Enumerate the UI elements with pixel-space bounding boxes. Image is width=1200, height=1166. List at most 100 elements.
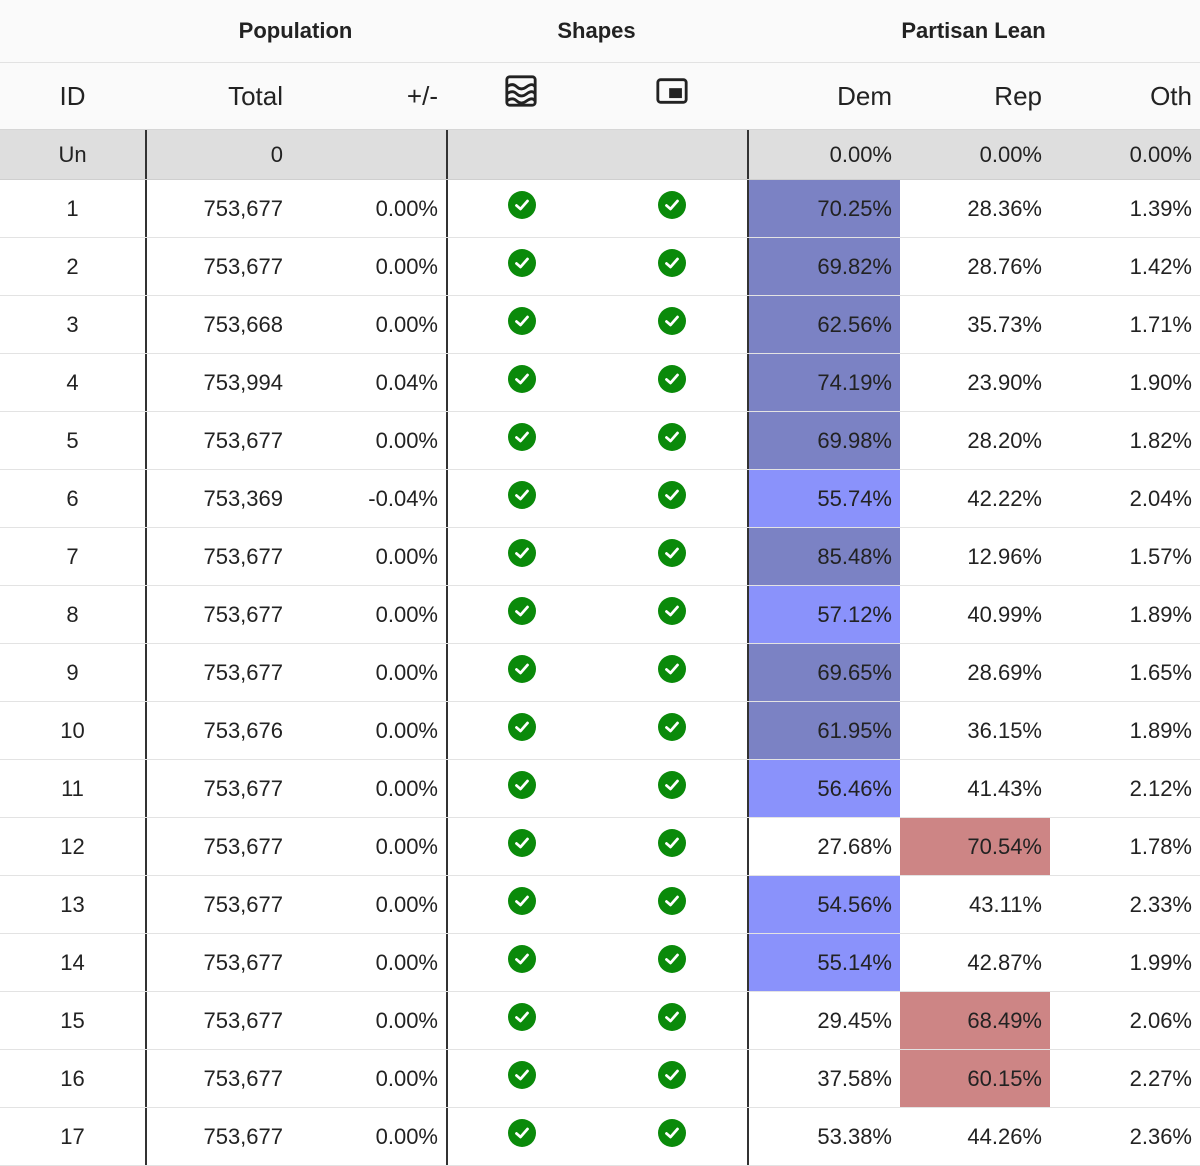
cell-id: 12 [60,833,85,859]
cell-rep: 68.49% [900,992,1050,1049]
table-row[interactable]: 9 753,677 0.00% 69.65% 28.69% 1.65% [0,644,1200,702]
table-row[interactable]: 12 753,677 0.00% 27.68% 70.54% 1.78% [0,818,1200,876]
check-circle-icon [657,364,686,393]
cell-oth: 1.57% [1129,543,1192,569]
col-deviation[interactable]: +/- [406,80,438,111]
cell-id: 16 [60,1065,85,1091]
cell-total: 753,677 [145,760,291,817]
check-circle-icon [508,770,536,799]
check-circle-icon [508,1060,536,1089]
table-row[interactable]: 10 753,676 0.00% 61.95% 36.15% 1.89% [0,702,1200,760]
column-header-row: ID Total +/- Dem Rep Oth [0,63,1200,130]
cell-rep: 42.87% [967,949,1042,975]
cell-dem: 69.82% [747,238,900,295]
cell-id: 6 [66,485,79,511]
cell-id: Un [58,141,87,167]
cell-rep: 42.22% [967,485,1042,511]
cell-total: 753,677 [145,180,291,237]
table-row[interactable]: 5 753,677 0.00% 69.98% 28.20% 1.82% [0,412,1200,470]
table-row[interactable]: 16 753,677 0.00% 37.58% 60.15% 2.27% [0,1050,1200,1108]
cell-rep: 23.90% [967,369,1042,395]
table-row[interactable]: 7 753,677 0.00% 85.48% 12.96% 1.57% [0,528,1200,586]
cell-id: 13 [60,891,85,917]
cell-shape-b [596,586,747,643]
table-row[interactable]: 17 753,677 0.00% 53.38% 44.26% 2.36% [0,1108,1200,1166]
contiguity-icon[interactable] [596,63,747,119]
col-rep[interactable]: Rep [994,80,1042,111]
cell-total: 0 [145,130,291,179]
cell-dem: 61.95% [747,702,900,759]
check-circle-icon [657,1060,686,1089]
cell-total: 753,677 [145,412,291,469]
cell-rep: 60.15% [900,1050,1050,1107]
table-row[interactable]: 4 753,994 0.04% 74.19% 23.90% 1.90% [0,354,1200,412]
cell-total: 753,677 [145,992,291,1049]
cell-shape-a [446,296,596,353]
cell-id: 8 [66,601,79,627]
cell-rep: 70.54% [900,818,1050,875]
check-circle-icon [657,770,686,799]
table-row[interactable]: 11 753,677 0.00% 56.46% 41.43% 2.12% [0,760,1200,818]
table-row[interactable]: 1 753,677 0.00% 70.25% 28.36% 1.39% [0,180,1200,238]
cell-deviation: 0.04% [375,369,438,395]
cell-total: 753,677 [145,1050,291,1107]
cell-oth: 2.12% [1129,775,1192,801]
cell-id: 10 [60,717,85,743]
cell-deviation: 0.00% [375,601,438,627]
cell-shape-a [446,992,596,1049]
check-circle-icon [657,654,686,683]
cell-id: 15 [60,1007,85,1033]
cell-deviation: 0.00% [375,543,438,569]
table-row[interactable]: 3 753,668 0.00% 62.56% 35.73% 1.71% [0,296,1200,354]
col-dem[interactable]: Dem [837,80,892,111]
cell-total: 753,676 [145,702,291,759]
cell-rep: 28.69% [967,659,1042,685]
check-circle-icon [657,1118,686,1147]
cell-id: 9 [66,659,79,685]
cell-oth: 1.89% [1129,717,1192,743]
table-row[interactable]: 15 753,677 0.00% 29.45% 68.49% 2.06% [0,992,1200,1050]
cell-dem: 29.45% [747,992,900,1049]
table-row[interactable]: 2 753,677 0.00% 69.82% 28.76% 1.42% [0,238,1200,296]
cell-total: 753,668 [145,296,291,353]
col-id[interactable]: ID [59,80,86,111]
cell-id: 1 [66,195,79,221]
cell-shape-b [596,130,747,179]
table-row[interactable]: 6 753,369 -0.04% 55.74% 42.22% 2.04% [0,470,1200,528]
cell-deviation: 0.00% [375,427,438,453]
cell-total: 753,677 [145,1108,291,1165]
cell-shape-b [596,238,747,295]
col-total[interactable]: Total [228,80,283,111]
cell-shape-a [446,760,596,817]
table-row[interactable]: 13 753,677 0.00% 54.56% 43.11% 2.33% [0,876,1200,934]
cell-oth: 2.36% [1129,1123,1192,1149]
col-oth[interactable]: Oth [1150,80,1192,111]
cell-shape-a [446,1108,596,1165]
cell-id: 4 [66,369,79,395]
table-row[interactable]: 14 753,677 0.00% 55.14% 42.87% 1.99% [0,934,1200,992]
cell-rep: 35.73% [967,311,1042,337]
table-row-unassigned[interactable]: Un 0 0.00% 0.00% 0.00% [0,130,1200,180]
cell-dem: 37.58% [747,1050,900,1107]
group-empty [0,0,145,62]
cell-shape-a [446,1050,596,1107]
cell-shape-b [596,528,747,585]
check-circle-icon [657,190,686,219]
compactness-icon[interactable] [446,63,596,119]
cell-id: 7 [66,543,79,569]
check-circle-icon [657,886,686,915]
cell-deviation: 0.00% [375,253,438,279]
cell-shape-a [446,818,596,875]
table-row[interactable]: 8 753,677 0.00% 57.12% 40.99% 1.89% [0,586,1200,644]
cell-shape-b [596,992,747,1049]
cell-dem: 53.38% [747,1108,900,1165]
check-circle-icon [657,1002,686,1031]
group-population: Population [238,18,353,43]
check-circle-icon [508,306,536,335]
cell-shape-b [596,412,747,469]
check-circle-icon [508,1002,536,1031]
cell-rep: 41.43% [967,775,1042,801]
cell-rep: 28.20% [967,427,1042,453]
cell-shape-b [596,1108,747,1165]
